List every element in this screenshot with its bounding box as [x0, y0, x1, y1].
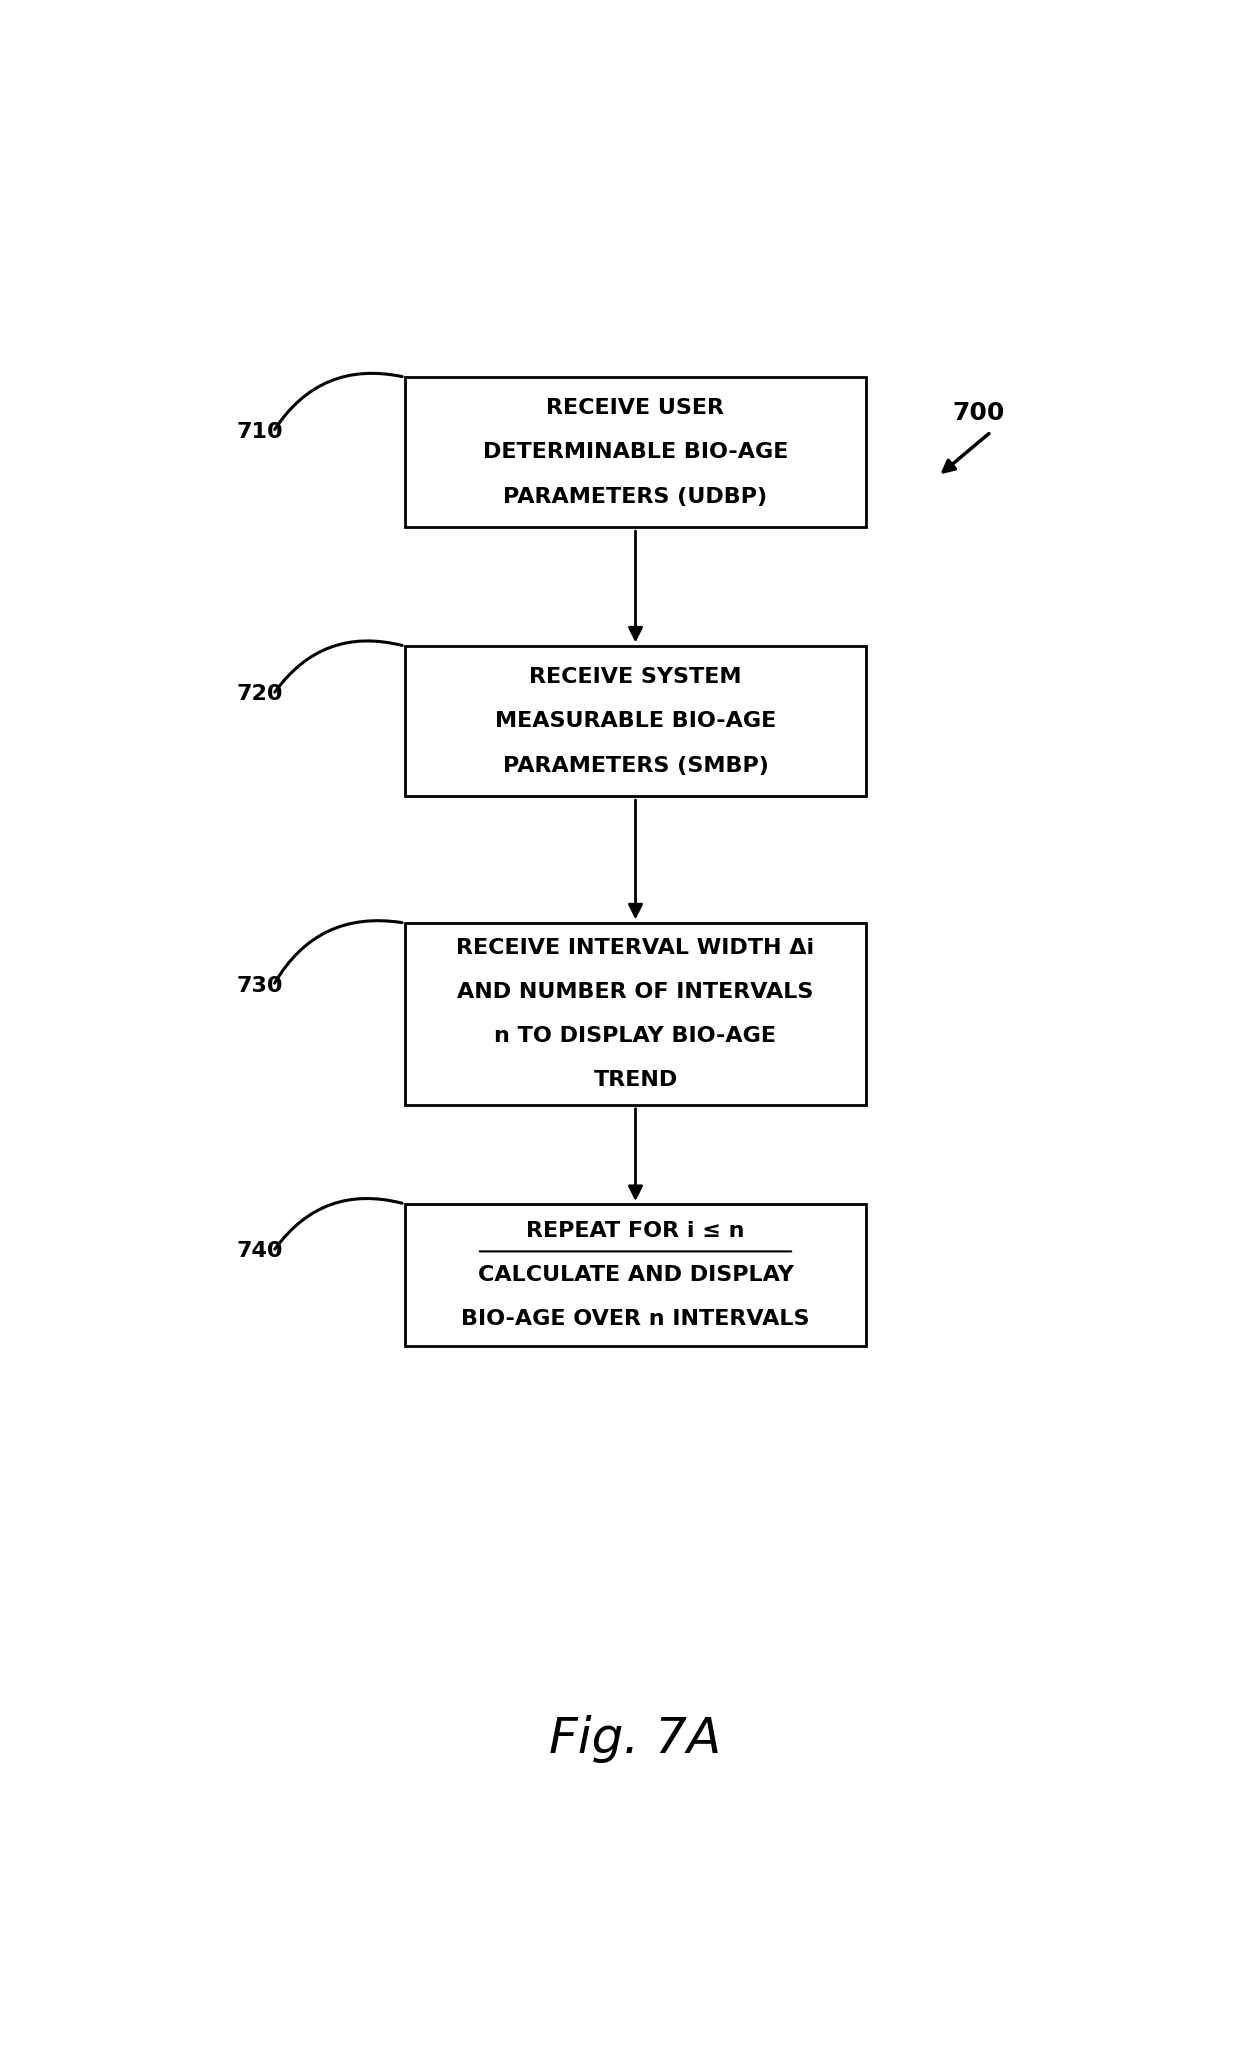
Text: Fig. 7A: Fig. 7A — [549, 1714, 722, 1763]
Text: 700: 700 — [952, 401, 1004, 425]
Text: MEASURABLE BIO-AGE: MEASURABLE BIO-AGE — [495, 711, 776, 732]
Text: 720: 720 — [237, 684, 283, 705]
Text: PARAMETERS (SMBP): PARAMETERS (SMBP) — [502, 756, 769, 775]
Text: RECEIVE SYSTEM: RECEIVE SYSTEM — [529, 668, 742, 686]
Text: 740: 740 — [237, 1241, 283, 1262]
Text: AND NUMBER OF INTERVALS: AND NUMBER OF INTERVALS — [458, 982, 813, 1003]
Bar — [404, 1204, 866, 1346]
Bar — [404, 645, 866, 797]
Text: REPEAT FOR i ≤ n: REPEAT FOR i ≤ n — [526, 1221, 745, 1241]
Text: TREND: TREND — [594, 1071, 677, 1091]
Text: RECEIVE INTERVAL WIDTH Δi: RECEIVE INTERVAL WIDTH Δi — [456, 937, 815, 958]
Bar — [404, 378, 866, 528]
Text: PARAMETERS (UDBP): PARAMETERS (UDBP) — [503, 487, 768, 508]
Text: CALCULATE AND DISPLAY: CALCULATE AND DISPLAY — [477, 1266, 794, 1284]
Text: DETERMINABLE BIO-AGE: DETERMINABLE BIO-AGE — [482, 442, 789, 462]
Text: BIO-AGE OVER n INTERVALS: BIO-AGE OVER n INTERVALS — [461, 1309, 810, 1330]
Text: n TO DISPLAY BIO-AGE: n TO DISPLAY BIO-AGE — [495, 1025, 776, 1046]
Text: RECEIVE USER: RECEIVE USER — [547, 399, 724, 417]
Text: 730: 730 — [237, 976, 283, 995]
Bar — [404, 923, 866, 1106]
Text: 710: 710 — [237, 421, 283, 442]
